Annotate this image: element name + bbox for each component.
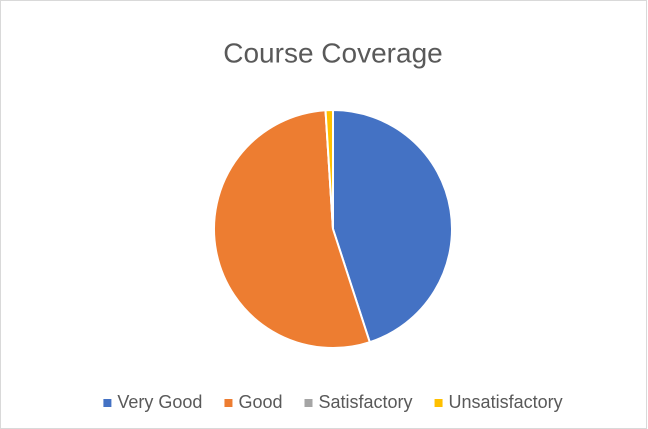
legend-label: Unsatisfactory xyxy=(449,392,563,412)
pie-slice xyxy=(324,108,334,230)
pie-slice xyxy=(332,108,453,344)
chart-title: Course Coverage xyxy=(223,37,442,68)
legend-marker xyxy=(304,399,313,407)
legend-marker xyxy=(224,399,233,407)
pie-slice xyxy=(213,109,372,349)
legend-marker xyxy=(103,399,112,407)
legend-marker xyxy=(434,399,443,407)
legend-label: Good xyxy=(238,392,282,412)
legend-label: Satisfactory xyxy=(319,392,413,412)
legend-label: Very Good xyxy=(117,392,202,412)
